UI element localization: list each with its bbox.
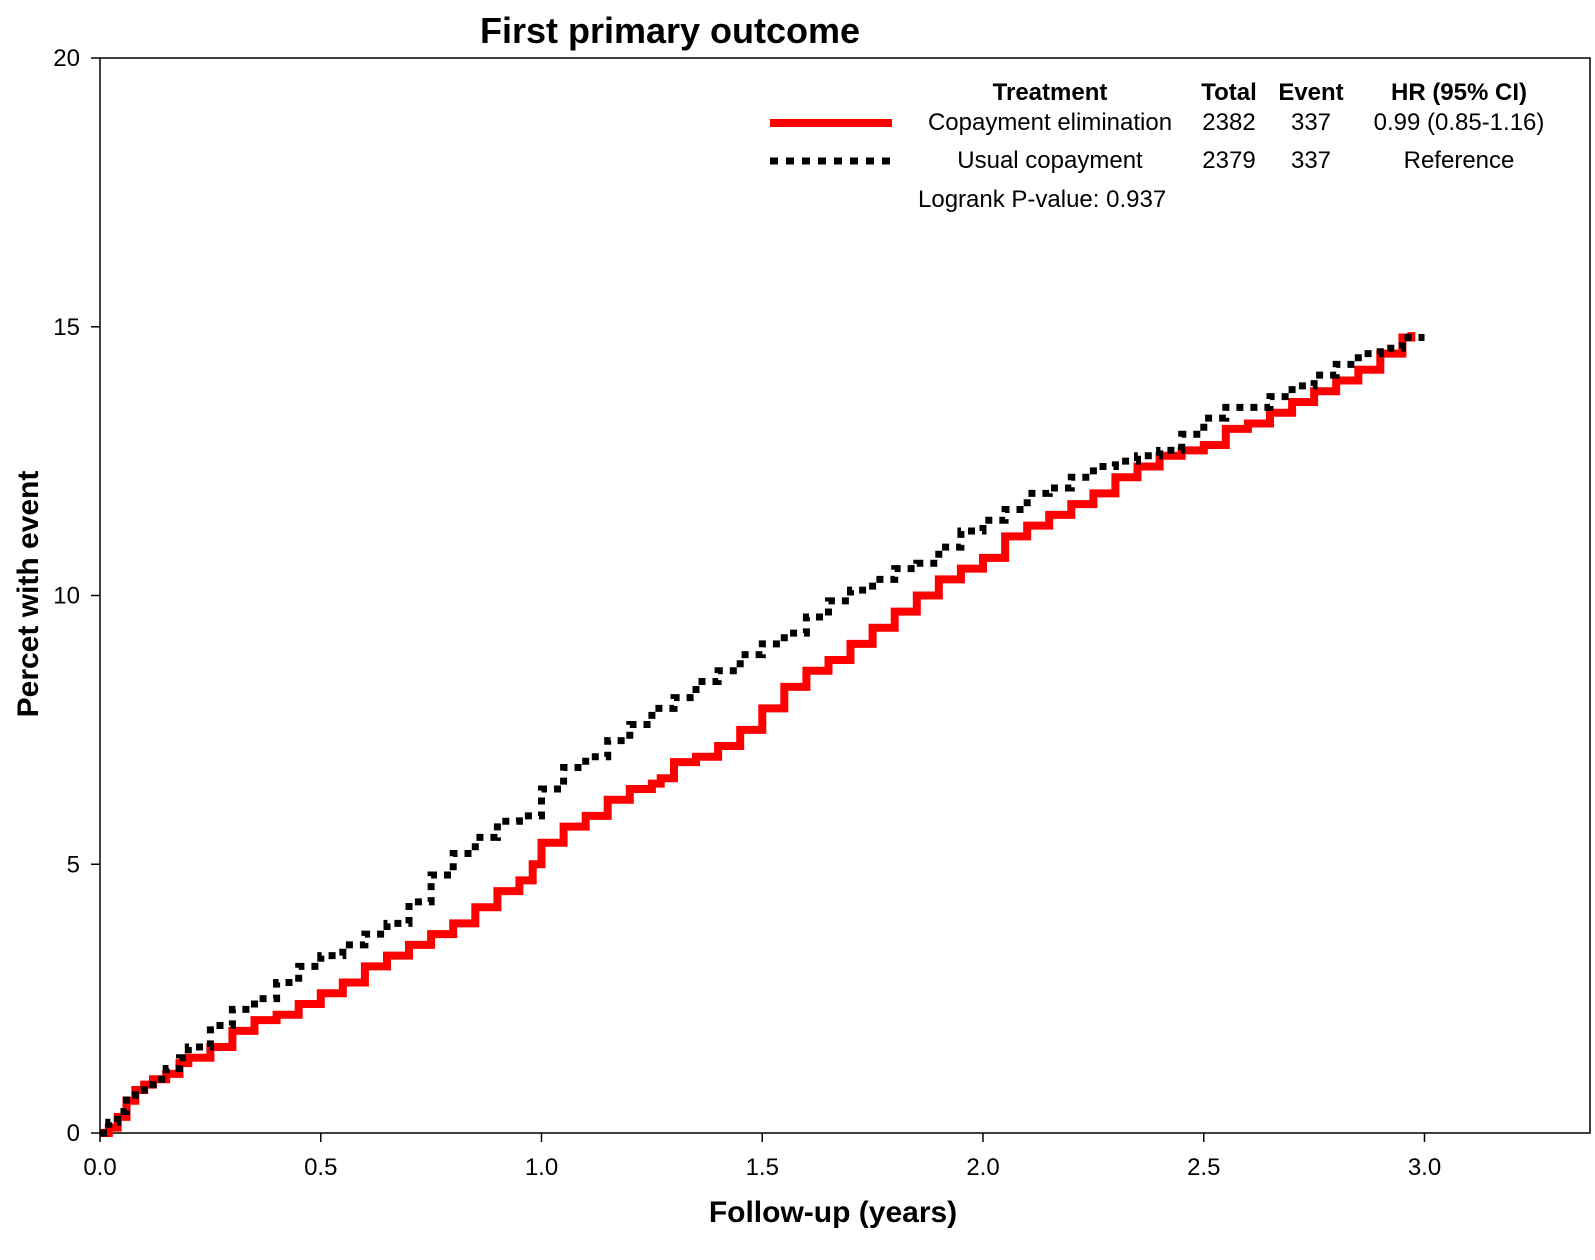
y-tick-label: 15 [53,314,80,341]
legend-hr: 0.99 (0.85-1.16) [1374,109,1545,136]
x-tick-label: 0.0 [83,1154,116,1181]
y-tick-label: 20 [53,45,80,72]
legend-hr: Reference [1404,147,1515,174]
x-tick-label: 0.5 [304,1154,337,1181]
axis-layer: 0.0 0.5 1.0 1.5 2.0 2.5 3.0 0 5 10 15 20 [53,45,1441,1181]
y-tick-label: 10 [53,583,80,610]
legend: Treatment Total Event HR (95% CI) Copayment … [770,79,1544,213]
legend-event: 337 [1291,147,1331,174]
legend-total: 2382 [1202,109,1255,136]
series-line-usual-copayment [100,334,1425,1137]
x-tick-label: 2.0 [966,1154,999,1181]
legend-header-event: Event [1278,79,1343,106]
x-tick-label: 1.5 [746,1154,779,1181]
legend-treatment: Usual copayment [957,147,1143,174]
legend-header-treatment: Treatment [993,79,1108,106]
chart-title: First primary outcome [480,10,860,51]
series-line-copayment-elimination [100,332,1416,1137]
x-axis-label: Follow-up (years) [709,1196,957,1229]
x-tick-label: 3.0 [1408,1154,1441,1181]
legend-header-total: Total [1201,79,1257,106]
x-tick-label: 1.0 [525,1154,558,1181]
legend-total: 2379 [1202,147,1255,174]
y-tick-label: 5 [67,851,80,878]
legend-treatment: Copayment elimination [928,109,1172,136]
logrank-pvalue: Logrank P-value: 0.937 [918,186,1166,213]
legend-event: 337 [1291,109,1331,136]
y-axis-label: Percet with event [12,471,45,718]
y-tick-label: 0 [67,1120,80,1147]
x-tick-label: 2.5 [1187,1154,1220,1181]
series-layer [100,332,1425,1137]
plot-area [99,57,1591,1134]
legend-header-hr: HR (95% CI) [1391,79,1527,106]
